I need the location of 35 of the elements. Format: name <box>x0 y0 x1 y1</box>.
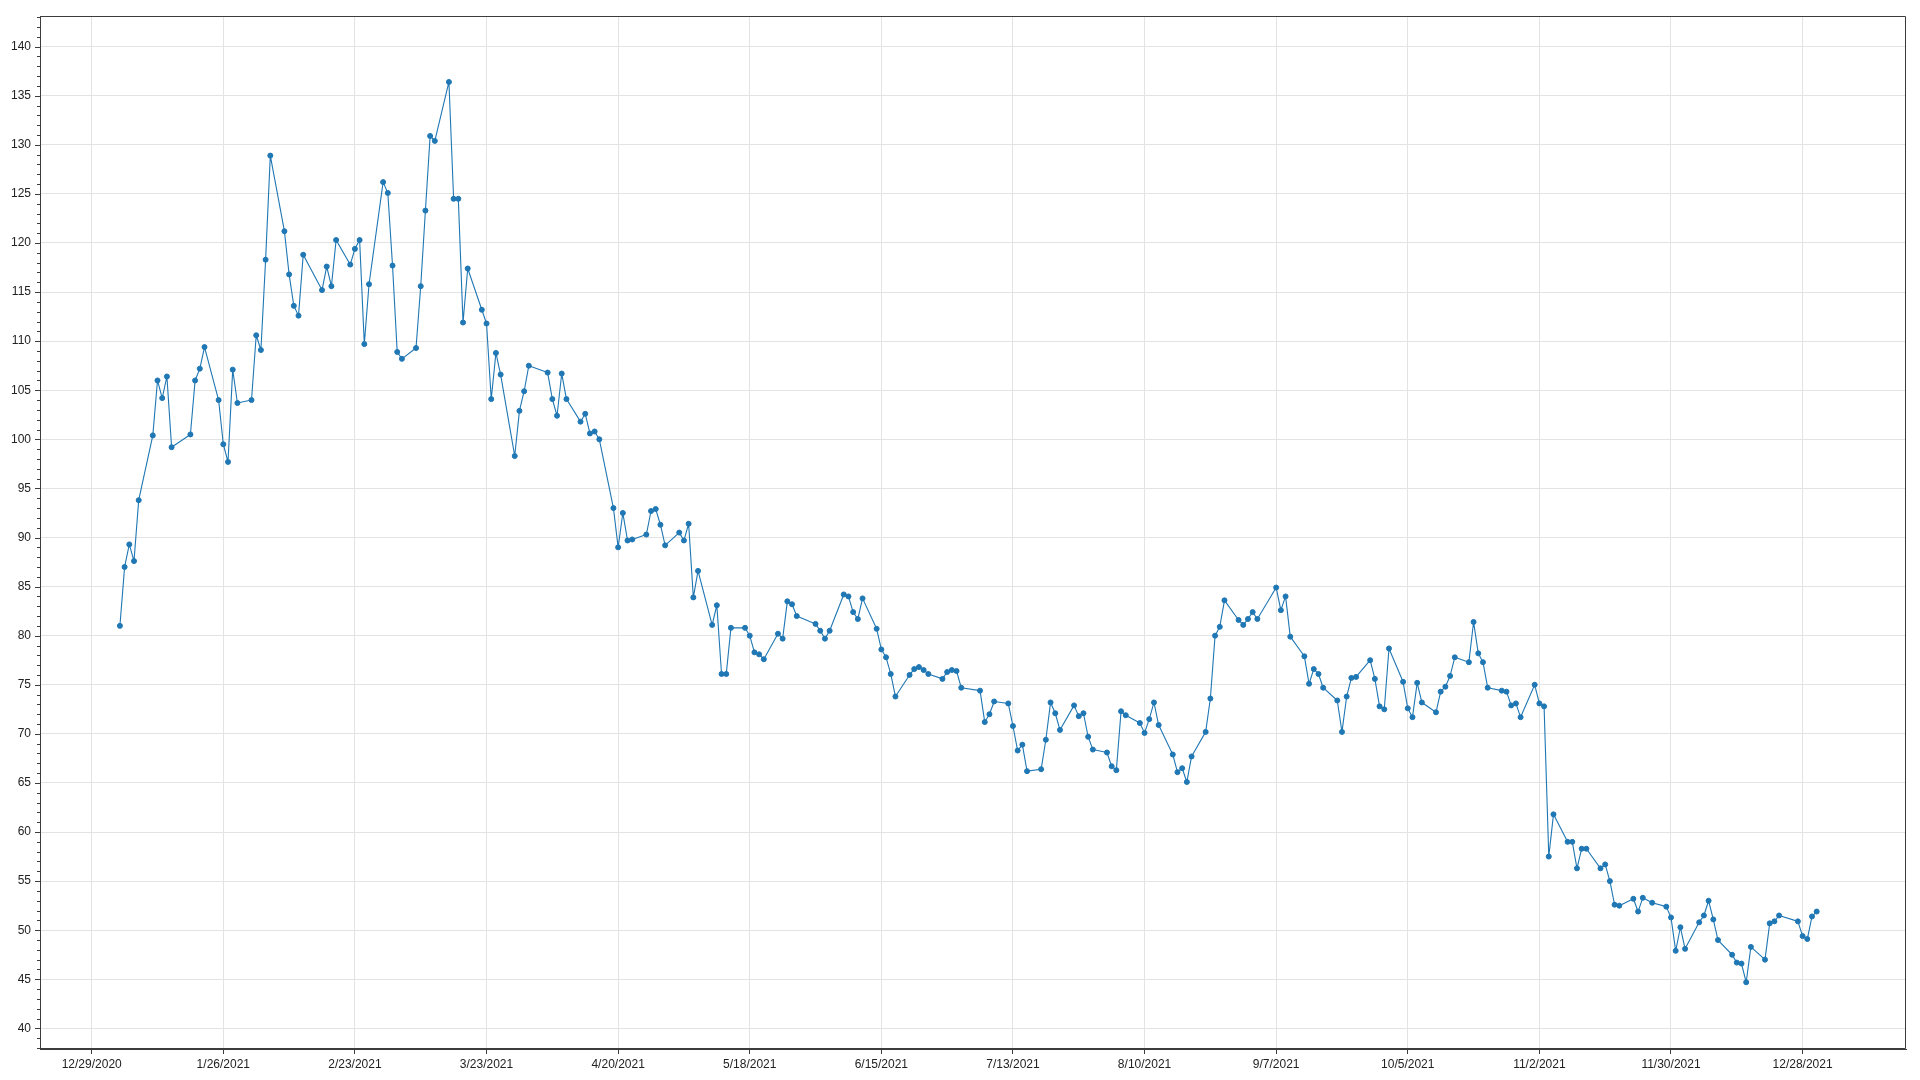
y-tick-label: 105 <box>10 382 32 397</box>
y-tick-label: 130 <box>10 137 32 152</box>
y-tick-label: 40 <box>17 1020 32 1035</box>
x-tick-label: 12/29/2020 <box>61 1056 123 1071</box>
x-tick-label: 4/20/2021 <box>591 1056 646 1071</box>
x-tick-label: 7/13/2021 <box>986 1056 1040 1071</box>
y-tick-label: 80 <box>17 628 32 642</box>
y-tick-label: 90 <box>17 529 32 544</box>
x-tick-label: 8/10/2021 <box>1117 1056 1172 1071</box>
y-tick-label: 55 <box>17 873 32 888</box>
y-tick-label: 60 <box>17 824 32 839</box>
y-tick-label: 70 <box>17 726 32 741</box>
y-tick-label: 120 <box>10 235 32 250</box>
x-tick-label: 11/30/2021 <box>1641 1056 1701 1071</box>
y-tick-label: 125 <box>10 186 32 201</box>
y-tick-label: 75 <box>17 677 32 692</box>
y-tick-label: 100 <box>10 431 32 446</box>
y-tick-label: 50 <box>17 922 32 937</box>
x-tick-label: 3/23/2021 <box>459 1056 514 1071</box>
x-tick-label: 6/15/2021 <box>854 1056 909 1071</box>
x-tick-label: 12/28/2021 <box>1772 1056 1833 1071</box>
x-tick-label: 11/2/2021 <box>1513 1056 1566 1071</box>
y-tick-label: 140 <box>10 38 32 53</box>
x-tick-label: 10/5/2021 <box>1381 1056 1435 1071</box>
x-tick-label: 5/18/2021 <box>723 1056 777 1071</box>
y-tick-label: 135 <box>10 88 32 103</box>
y-tick-label: 95 <box>17 480 32 495</box>
y-tick-label: 110 <box>11 333 32 348</box>
y-tick-label: 85 <box>17 578 32 593</box>
y-tick-label: 65 <box>17 775 32 790</box>
y-tick-label: 115 <box>11 284 32 299</box>
x-tick-label: 2/23/2021 <box>328 1056 382 1071</box>
y-tick-label: 45 <box>17 971 32 986</box>
x-tick-label: 9/7/2021 <box>1252 1056 1300 1071</box>
x-tick-label: 1/26/2021 <box>196 1056 251 1071</box>
